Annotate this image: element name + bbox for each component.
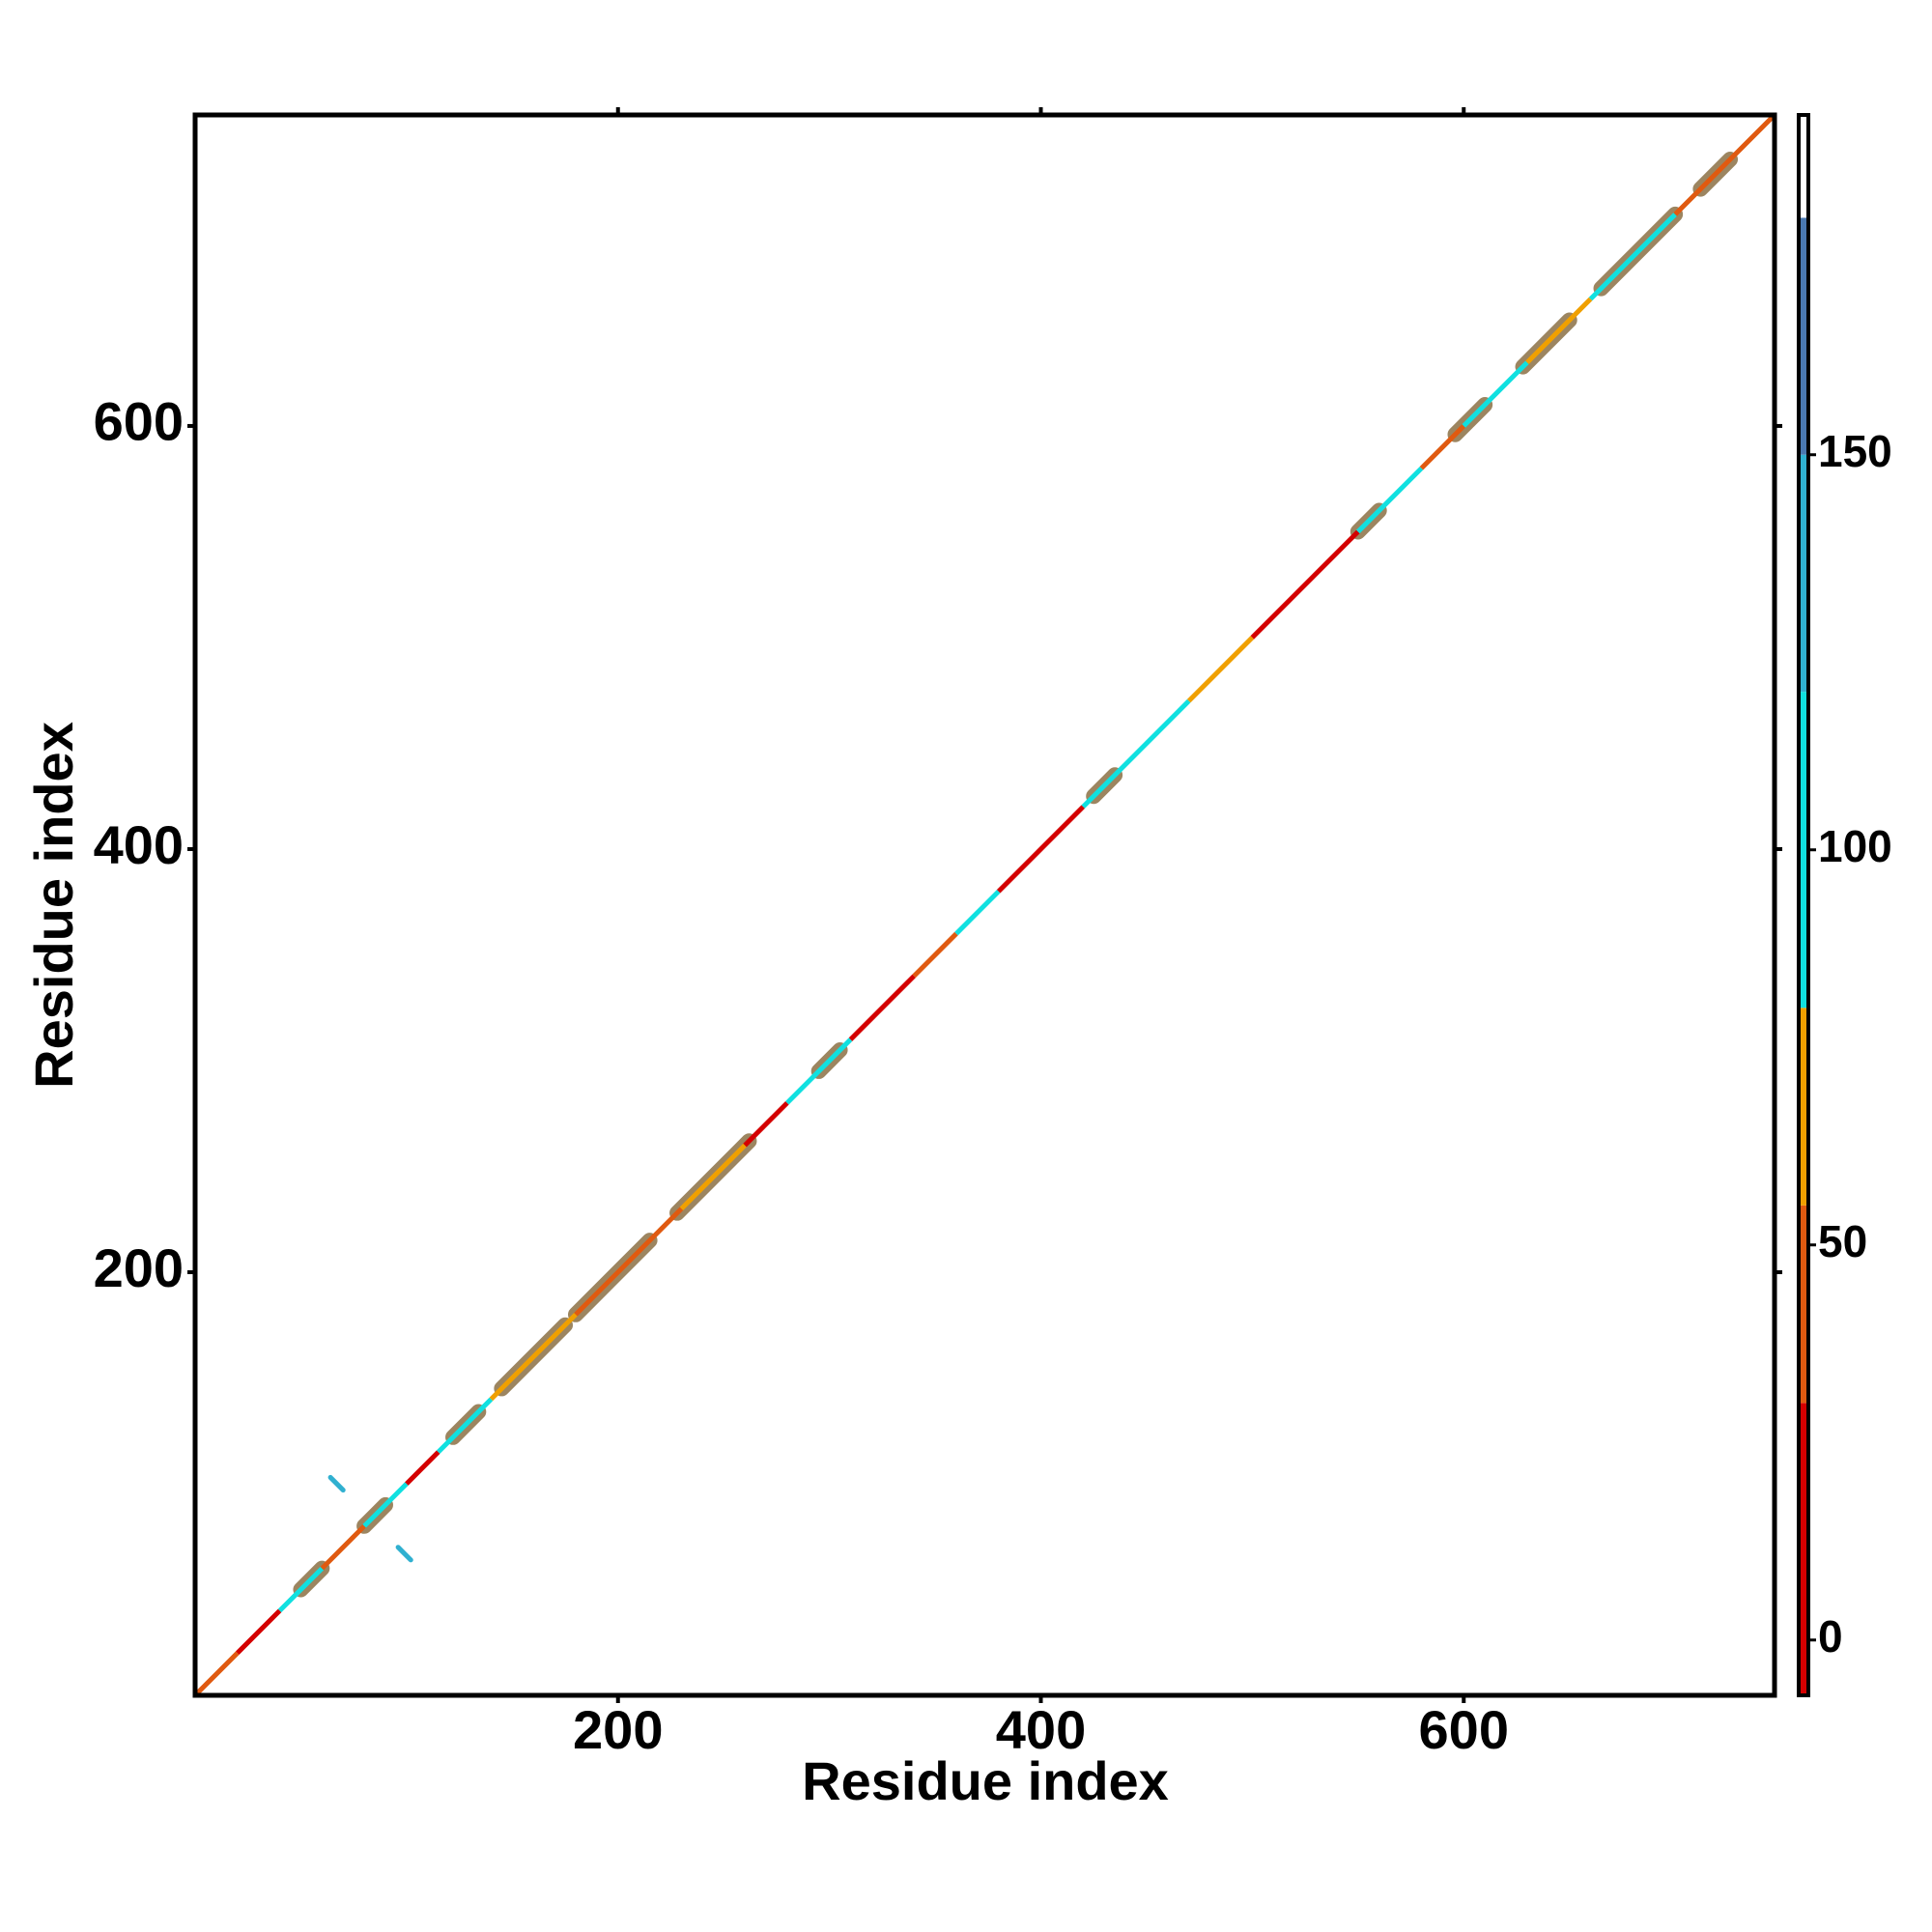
diagonal-segment (848, 974, 916, 1041)
diagonal-segment (236, 1608, 282, 1655)
x-tick-label: 400 (996, 1699, 1086, 1760)
diagonal-segment (679, 1143, 747, 1211)
diagonal-segment (320, 1524, 366, 1571)
colorbar-band (1799, 1008, 1808, 1206)
diagonal-segment (405, 1450, 440, 1486)
colorbar-frame (1797, 113, 1810, 1697)
diagonal-segment (996, 805, 1086, 894)
diagonal-segment (1250, 529, 1360, 639)
contact (327, 1474, 346, 1493)
diagonal-segment (436, 1397, 494, 1454)
diagonal-segment (954, 889, 1001, 936)
contact (395, 1545, 413, 1563)
colorbar-band (1799, 454, 1808, 693)
diagonal-segment (1525, 297, 1593, 365)
diagonal-segment (1419, 424, 1466, 470)
x-axis-title: Residue index (802, 1750, 1169, 1811)
diagonal-segment (489, 1313, 578, 1402)
x-tick-label: 600 (1419, 1699, 1509, 1760)
diagonal-segment (1588, 213, 1677, 301)
colorbar-tick-label: 0 (1818, 1611, 1843, 1662)
colorbar-tick-label: 50 (1818, 1216, 1867, 1266)
y-tick-label: 600 (94, 391, 184, 452)
diagonal-segment (1356, 466, 1424, 534)
colorbar-band (1799, 1403, 1808, 1695)
y-tick-label: 200 (94, 1237, 184, 1298)
diagonal-segment (277, 1566, 325, 1613)
diagonal-segment (785, 1037, 853, 1105)
diagonal-segment (362, 1482, 409, 1528)
colorbar-tick-label: 100 (1818, 821, 1892, 871)
colorbar-band (1799, 692, 1808, 1009)
diagonal-segment (193, 1651, 240, 1697)
x-tick-label: 200 (573, 1699, 663, 1760)
colorbar-band (1799, 1205, 1808, 1404)
y-axis-title: Residue index (23, 722, 84, 1089)
diagonal-segment (912, 931, 958, 979)
diagonal-segment (743, 1101, 789, 1148)
y-tick-label: 400 (94, 814, 184, 875)
plot-frame (192, 112, 1777, 1698)
diagonal-segment (1673, 113, 1776, 216)
colorbar-tick-label: 150 (1818, 426, 1892, 476)
diagonal-segment (1081, 698, 1191, 809)
diagonal-segment (574, 1207, 684, 1317)
colorbar-band (1799, 217, 1808, 455)
colorbar-band (1799, 115, 1808, 218)
diagonal-segment (1186, 636, 1255, 703)
diagonal-segment (1462, 360, 1529, 428)
